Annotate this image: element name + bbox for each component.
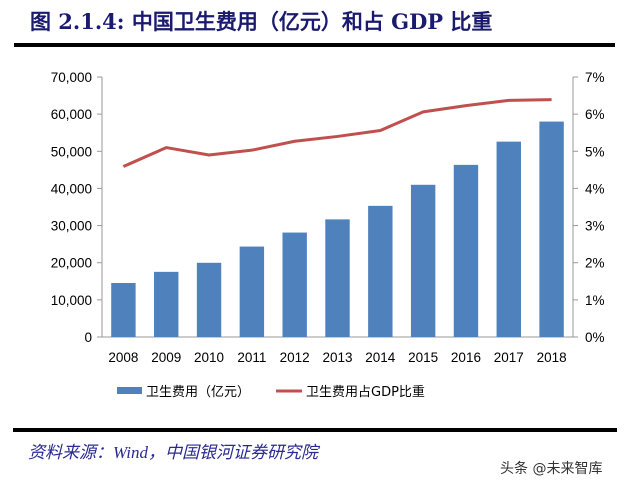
x-tick-label: 2011 (237, 350, 266, 365)
bar-2010 (196, 262, 222, 337)
x-tick-label: 2012 (280, 350, 310, 365)
title-rule (14, 43, 615, 47)
left-tick-label: 20,000 (51, 256, 92, 271)
ratio-line (122, 98, 552, 168)
x-tick-label: 2010 (194, 350, 224, 365)
bar-2017 (496, 141, 521, 337)
source-rule (13, 428, 617, 432)
x-tick-label: 2018 (537, 350, 567, 365)
left-tick-label: 10,000 (51, 293, 92, 308)
right-tick-label: 7% (585, 70, 605, 85)
left-tick-label: 30,000 (51, 219, 92, 234)
left-tick-label: 0 (84, 330, 92, 345)
x-tick-label: 2009 (151, 350, 181, 365)
left-tick-label: 50,000 (51, 144, 92, 159)
left-tick-label: 40,000 (51, 181, 92, 196)
bar-2012 (282, 232, 307, 337)
bar-2009 (154, 271, 179, 337)
chart-title: 图 2.1.4: 中国卫生费用（亿元）和占 GDP 比重 (30, 9, 493, 34)
left-tick-label: 70,000 (51, 70, 92, 85)
source-note: 资料来源：Wind，中国银河证券研究院 (28, 443, 318, 462)
right-tick-label: 6% (585, 107, 605, 122)
chart: 0 10,000 20,000 30,000 40,000 50,000 60,000 70,… (51, 70, 605, 400)
right-tick-label: 1% (585, 293, 605, 308)
left-tick-label: 60,000 (51, 107, 92, 122)
legend-bar-label: 卫生费用（亿元） (146, 385, 250, 400)
right-tick-label: 2% (585, 256, 605, 271)
bar-2016 (453, 164, 479, 337)
x-tick-label: 2014 (365, 350, 396, 365)
watermark: 头条 @未来智库 (500, 461, 603, 477)
x-tick-label: 2017 (494, 350, 524, 365)
bar-2015 (410, 184, 436, 337)
bar-2011 (239, 246, 265, 337)
right-tick-label: 5% (585, 144, 605, 159)
bar-2018 (539, 121, 564, 337)
right-tick-label: 3% (585, 219, 605, 234)
legend-bar-swatch (117, 387, 142, 394)
x-tick-label: 2013 (322, 350, 352, 365)
right-tick-label: 0% (585, 330, 605, 345)
x-tick-label: 2016 (451, 350, 481, 365)
right-tick-label: 4% (585, 181, 605, 196)
bar-2014 (368, 205, 393, 337)
legend-line-label: 卫生费用占GDP比重 (306, 384, 425, 400)
x-tick-label: 2008 (108, 350, 138, 365)
x-tick-label: 2015 (408, 350, 438, 365)
bar-2008 (111, 283, 136, 337)
bar-2013 (325, 219, 350, 337)
